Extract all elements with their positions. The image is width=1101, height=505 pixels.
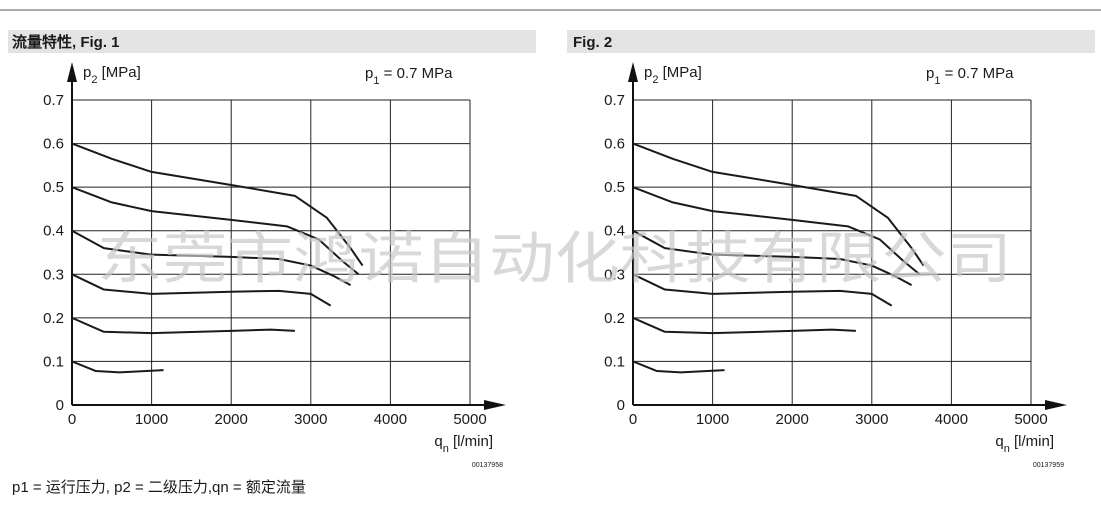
y-tick-label: 0.3 [604, 266, 625, 283]
y-tick-label: 0.2 [604, 310, 625, 327]
y-tick-label: 0.2 [43, 310, 64, 327]
header-bar [567, 30, 1095, 53]
annotation-part: p [365, 65, 373, 82]
x-tick-label: 3000 [855, 411, 888, 428]
y-axis-label-part: p [83, 64, 91, 81]
curve [632, 142, 925, 267]
y-tick-label: 0.6 [604, 136, 625, 153]
x-tick-label: 0 [68, 411, 76, 428]
x-arrow [1045, 400, 1067, 410]
curve [632, 360, 725, 374]
y-arrow [628, 62, 638, 82]
y-tick-label: 0.1 [604, 353, 625, 370]
x-tick-label: 2000 [776, 411, 809, 428]
y-tick-label: 0.4 [604, 223, 625, 240]
x-tick-label: 5000 [453, 411, 486, 428]
y-tick-label: 0.5 [604, 179, 625, 196]
x-axis-label-part: n [443, 443, 449, 455]
x-tick-label: 1000 [135, 411, 168, 428]
x-axis-label-part: [l/min] [449, 433, 493, 450]
y-tick-label: 0.5 [43, 179, 64, 196]
header-bar [8, 30, 536, 53]
annotation-part: = 0.7 MPa [379, 65, 453, 82]
x-tick-label: 1000 [696, 411, 729, 428]
curve [71, 186, 360, 276]
y-tick-label: 0.3 [43, 266, 64, 283]
y-tick-label: 0.7 [604, 92, 625, 109]
x-axis-label-part: q [434, 433, 442, 450]
y-axis-label-part: 2 [91, 74, 97, 86]
x-arrow [484, 400, 506, 410]
watermark: 东莞市鸿诺自动化科技有限公司 [97, 227, 1012, 292]
x-tick-label: 4000 [374, 411, 407, 428]
y-axis-label: p2 [MPa] [83, 64, 141, 86]
y-axis-label-part: p [644, 64, 652, 81]
y-tick-label: 0.6 [43, 136, 64, 153]
curve [632, 316, 856, 335]
y-axis-label-part: [MPa] [658, 64, 701, 81]
y-axis-label-part: [MPa] [97, 64, 140, 81]
curve [71, 316, 295, 335]
y-arrow [67, 62, 77, 82]
x-tick-label: 0 [629, 411, 637, 428]
curve [71, 142, 364, 267]
figure-code: 00137959 [1033, 462, 1064, 469]
curve [632, 229, 913, 287]
y-tick-label: 0.1 [43, 353, 64, 370]
annotation-part: 1 [373, 75, 379, 87]
y-tick-label: 0 [617, 397, 625, 414]
annotation-part: 1 [934, 75, 940, 87]
x-axis-label-part: q [995, 433, 1003, 450]
header-title: Fig. 2 [573, 34, 612, 51]
y-tick-label: 0.7 [43, 92, 64, 109]
x-tick-label: 2000 [215, 411, 248, 428]
y-axis-label: p2 [MPa] [644, 64, 702, 86]
curve [632, 273, 893, 307]
curve [71, 273, 332, 307]
header-title: 流量特性, Fig. 1 [12, 33, 120, 51]
annotation-part: = 0.7 MPa [940, 65, 1014, 82]
curve [632, 186, 921, 276]
x-axis-label: qn [l/min] [995, 433, 1054, 455]
x-axis-label-part: [l/min] [1010, 433, 1054, 450]
y-tick-label: 0 [56, 397, 64, 414]
x-axis-label-part: n [1004, 443, 1010, 455]
annotation: p1 = 0.7 MPa [365, 65, 453, 87]
curve [71, 229, 352, 287]
x-tick-label: 4000 [935, 411, 968, 428]
footnote: p1 = 运行压力, p2 = 二级压力,qn = 额定流量 [12, 479, 306, 496]
curve [71, 360, 164, 374]
figure-code: 00137958 [472, 462, 503, 469]
x-tick-label: 5000 [1014, 411, 1047, 428]
x-axis-label: qn [l/min] [434, 433, 493, 455]
annotation: p1 = 0.7 MPa [926, 65, 1014, 87]
annotation-part: p [926, 65, 934, 82]
y-axis-label-part: 2 [652, 74, 658, 86]
y-tick-label: 0.4 [43, 223, 64, 240]
x-tick-label: 3000 [294, 411, 327, 428]
